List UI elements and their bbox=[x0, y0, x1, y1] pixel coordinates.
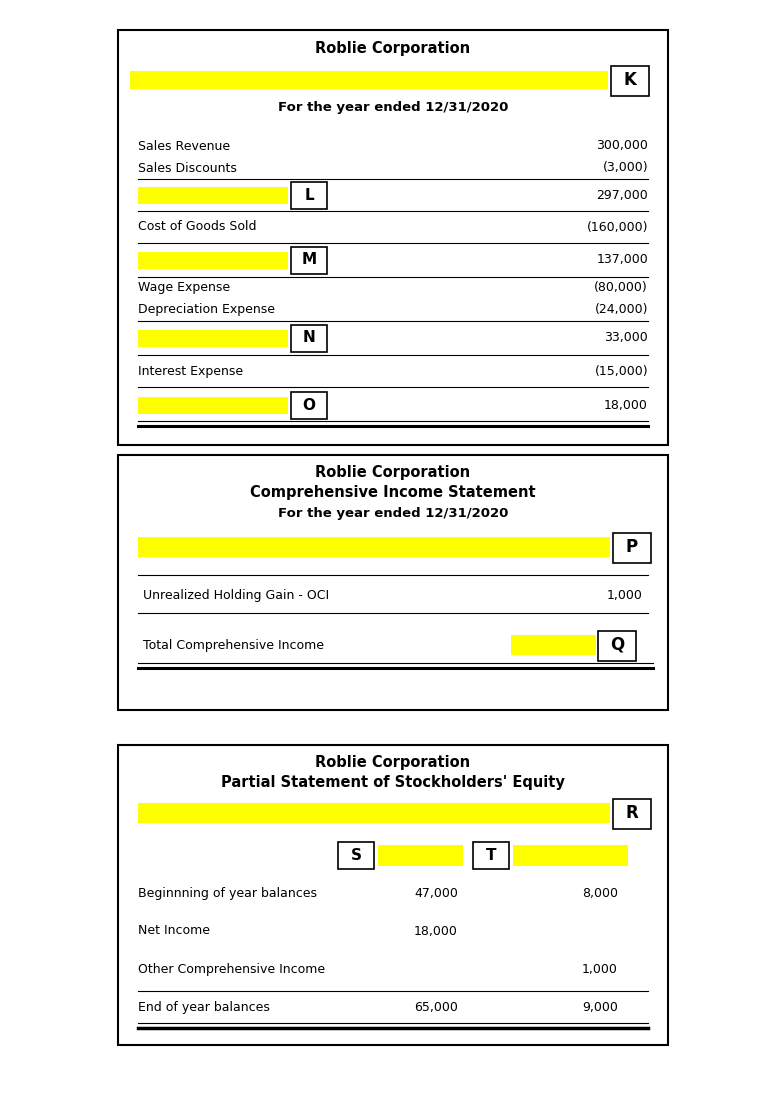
Text: Depreciation Expense: Depreciation Expense bbox=[138, 304, 275, 317]
Text: L: L bbox=[304, 187, 314, 203]
FancyBboxPatch shape bbox=[291, 247, 327, 274]
Bar bbox=[138, 329, 288, 347]
Text: (24,000): (24,000) bbox=[594, 304, 648, 317]
Text: Unrealized Holding Gain - OCI: Unrealized Holding Gain - OCI bbox=[143, 588, 329, 602]
Text: Partial Statement of Stockholders' Equity: Partial Statement of Stockholders' Equit… bbox=[221, 776, 565, 790]
Bar bbox=[130, 71, 608, 89]
Text: 1,000: 1,000 bbox=[607, 588, 643, 602]
Text: Interest Expense: Interest Expense bbox=[138, 365, 243, 378]
Text: Sales Revenue: Sales Revenue bbox=[138, 140, 230, 153]
FancyBboxPatch shape bbox=[613, 799, 651, 829]
Bar bbox=[138, 252, 288, 268]
Text: (80,000): (80,000) bbox=[594, 281, 648, 295]
Text: M: M bbox=[301, 253, 317, 267]
Text: P: P bbox=[626, 538, 638, 556]
Text: R: R bbox=[625, 804, 639, 822]
FancyBboxPatch shape bbox=[338, 842, 374, 869]
Text: Sales Discounts: Sales Discounts bbox=[138, 162, 237, 174]
Text: 47,000: 47,000 bbox=[414, 886, 458, 900]
Text: Cost of Goods Sold: Cost of Goods Sold bbox=[138, 220, 257, 234]
Text: 8,000: 8,000 bbox=[582, 886, 618, 900]
Text: 65,000: 65,000 bbox=[414, 1001, 458, 1014]
Text: For the year ended 12/31/2020: For the year ended 12/31/2020 bbox=[278, 102, 508, 114]
Bar bbox=[138, 186, 288, 204]
FancyBboxPatch shape bbox=[611, 66, 649, 96]
Bar bbox=[138, 537, 610, 557]
Text: Net Income: Net Income bbox=[138, 924, 210, 937]
Bar bbox=[511, 635, 596, 655]
Text: 33,000: 33,000 bbox=[605, 331, 648, 345]
FancyBboxPatch shape bbox=[118, 455, 668, 710]
Text: 18,000: 18,000 bbox=[605, 399, 648, 411]
FancyBboxPatch shape bbox=[613, 533, 651, 563]
Text: K: K bbox=[624, 71, 636, 89]
Text: Roblie Corporation: Roblie Corporation bbox=[315, 465, 470, 481]
Text: 1,000: 1,000 bbox=[582, 963, 618, 975]
Text: O: O bbox=[303, 398, 316, 412]
Text: N: N bbox=[303, 330, 315, 346]
Bar bbox=[513, 845, 628, 866]
Text: Other Comprehensive Income: Other Comprehensive Income bbox=[138, 963, 325, 975]
Text: Roblie Corporation: Roblie Corporation bbox=[315, 41, 470, 55]
FancyBboxPatch shape bbox=[118, 30, 668, 445]
Text: Q: Q bbox=[610, 636, 624, 654]
Bar bbox=[138, 803, 610, 823]
Text: (15,000): (15,000) bbox=[594, 365, 648, 378]
Text: Total Comprehensive Income: Total Comprehensive Income bbox=[143, 638, 324, 652]
Text: 300,000: 300,000 bbox=[596, 140, 648, 153]
Text: 297,000: 297,000 bbox=[596, 188, 648, 202]
Text: (160,000): (160,000) bbox=[587, 220, 648, 234]
Text: (3,000): (3,000) bbox=[602, 162, 648, 174]
FancyBboxPatch shape bbox=[291, 325, 327, 352]
Text: Roblie Corporation: Roblie Corporation bbox=[315, 756, 470, 770]
Bar bbox=[138, 397, 288, 413]
Text: S: S bbox=[351, 848, 362, 862]
Text: 9,000: 9,000 bbox=[582, 1001, 618, 1014]
FancyBboxPatch shape bbox=[598, 630, 636, 661]
Text: 137,000: 137,000 bbox=[596, 254, 648, 267]
FancyBboxPatch shape bbox=[118, 745, 668, 1045]
Text: 18,000: 18,000 bbox=[414, 924, 458, 937]
FancyBboxPatch shape bbox=[291, 182, 327, 209]
Text: For the year ended 12/31/2020: For the year ended 12/31/2020 bbox=[278, 506, 508, 520]
Text: Beginnning of year balances: Beginnning of year balances bbox=[138, 886, 317, 900]
Bar bbox=[378, 845, 463, 866]
Text: T: T bbox=[486, 848, 496, 862]
FancyBboxPatch shape bbox=[291, 392, 327, 419]
Text: End of year balances: End of year balances bbox=[138, 1001, 270, 1014]
Text: Comprehensive Income Statement: Comprehensive Income Statement bbox=[250, 485, 535, 501]
Text: Wage Expense: Wage Expense bbox=[138, 281, 230, 295]
FancyBboxPatch shape bbox=[473, 842, 509, 869]
